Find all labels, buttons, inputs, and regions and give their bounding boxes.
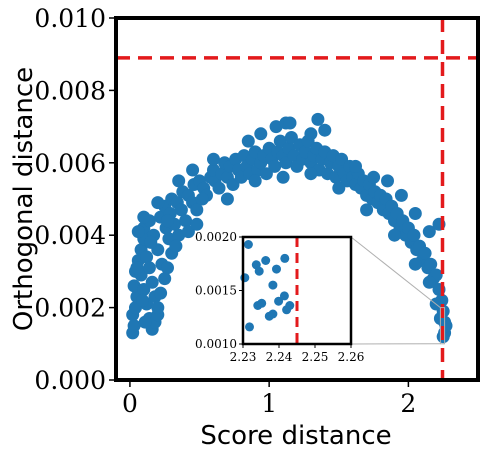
- scatter-point: [158, 272, 172, 286]
- scatter-point: [418, 246, 432, 260]
- scatter-point: [169, 239, 183, 253]
- scatter-point: [179, 214, 193, 228]
- scatter-point: [140, 250, 154, 264]
- scatter-point: [131, 225, 145, 239]
- inset-scatter-point: [280, 253, 290, 263]
- inset-x-tick-label: 2.26: [338, 350, 365, 364]
- scatter-point: [283, 116, 297, 130]
- scatter-point: [407, 228, 421, 242]
- scatter-point: [408, 207, 422, 220]
- scatter-point: [304, 127, 318, 141]
- scatter-point: [394, 188, 408, 202]
- scatter-point: [151, 196, 165, 210]
- scatter-point: [174, 203, 188, 217]
- inset-x-tick-label: 2.25: [302, 350, 329, 364]
- scatter-point: [424, 257, 438, 271]
- inset-scatter-point: [285, 301, 295, 310]
- scatter-point: [130, 261, 144, 275]
- inset-scatter-point: [268, 280, 278, 290]
- main-plot-frame: [114, 16, 480, 382]
- scatter-point: [145, 275, 159, 289]
- x-tick-label: 0: [122, 389, 138, 418]
- y-tick-label: 0.004: [34, 221, 106, 250]
- inset-x-tick-label: 2.24: [266, 350, 293, 364]
- inset-scatter-point: [274, 296, 284, 306]
- scatter-point: [212, 181, 226, 195]
- scatter-point: [195, 192, 209, 206]
- scatter-point: [332, 181, 346, 195]
- scatter-point: [268, 159, 282, 173]
- scatter-point: [381, 174, 394, 188]
- y-axis-label: Orthogonal distance: [9, 67, 39, 331]
- inset-scatter-point: [254, 266, 264, 276]
- scatter-point: [144, 235, 158, 249]
- inset-y-tick-label: 0.0010: [195, 337, 237, 351]
- scatter-point: [172, 174, 186, 188]
- scatter-point: [220, 192, 234, 206]
- inset-scatter-point: [240, 273, 250, 283]
- scatter-point: [422, 275, 436, 289]
- inset-y-axis-ticks: 0.0010 0.0015 0.0020: [195, 230, 243, 351]
- scatter-point: [248, 174, 262, 188]
- scatter-point: [367, 170, 381, 184]
- scatter-point: [138, 315, 152, 329]
- inset-scatter-point: [245, 322, 254, 332]
- scatter-point: [190, 217, 204, 231]
- scatter-point: [190, 203, 204, 217]
- y-tick-label: 0.000: [34, 366, 106, 395]
- x-axis-ticks: 0 1 2: [122, 380, 416, 418]
- scatter-point: [137, 210, 151, 224]
- scatter-point: [181, 225, 195, 239]
- inset-y-tick-label: 0.0020: [195, 230, 237, 244]
- y-tick-label: 0.008: [34, 76, 106, 105]
- inset-zoom-region: [439, 307, 446, 345]
- scatter-point: [207, 152, 220, 166]
- scatter-point: [269, 120, 283, 134]
- x-axis-label: Score distance: [200, 421, 391, 451]
- scatter-point: [254, 127, 268, 141]
- inset-scatter-point: [268, 309, 278, 319]
- x-tick-label: 1: [261, 389, 277, 418]
- inset-x-axis-ticks: 2.23 2.24 2.25 2.26: [230, 344, 365, 364]
- scatter-point: [360, 203, 374, 217]
- scatter-point: [241, 134, 255, 148]
- scatter-point: [304, 167, 318, 181]
- scatter-point: [388, 228, 401, 242]
- inset-scatter-point: [257, 298, 267, 308]
- scatter-point: [161, 214, 174, 228]
- main-scatter-series: [126, 112, 453, 344]
- inset-x-tick-label: 2.23: [230, 350, 257, 364]
- scatter-point: [408, 257, 422, 271]
- inset-y-tick-label: 0.0015: [195, 284, 237, 298]
- inset-zoom-plot: 0.0010 0.0015 0.0020 2.23 2.24 2.25 2.26: [195, 230, 446, 364]
- y-tick-label: 0.002: [34, 294, 106, 323]
- scatter-point: [186, 163, 200, 177]
- inset-scatter-series: [240, 240, 295, 332]
- scatter-point: [318, 123, 332, 137]
- inset-connector-line: [350, 236, 441, 308]
- scatter-point: [154, 286, 168, 300]
- inset-scatter-point: [243, 240, 253, 249]
- x-tick-label: 2: [400, 389, 416, 418]
- scatter-point: [349, 159, 362, 173]
- scatter-point: [136, 293, 149, 307]
- scatter-point: [151, 301, 165, 315]
- scatter-point: [161, 261, 174, 275]
- inset-scatter-point: [279, 291, 289, 301]
- scatter-point: [311, 112, 325, 126]
- scatter-point: [127, 319, 141, 333]
- scatter-point: [276, 170, 290, 184]
- scatter-point: [422, 225, 436, 239]
- inset-scatter-point: [261, 256, 271, 265]
- scatter-point: [142, 261, 156, 275]
- inset-scatter-point: [272, 264, 281, 274]
- y-axis-ticks: 0.000 0.002 0.004 0.006 0.008 0.010: [34, 4, 116, 395]
- y-tick-label: 0.006: [34, 149, 106, 178]
- y-tick-label: 0.010: [34, 4, 106, 33]
